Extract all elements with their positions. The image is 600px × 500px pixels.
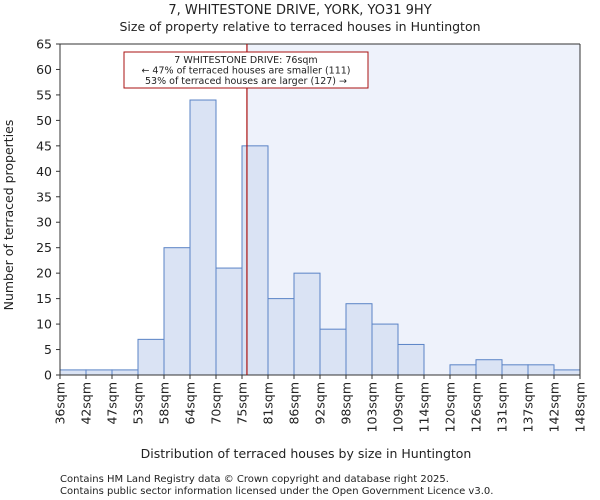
x-axis-label: Distribution of terraced houses by size …: [141, 446, 472, 461]
y-tick-label-25: 25: [36, 240, 52, 255]
bar-126sqm: [475, 359, 503, 376]
y-tick-label-30: 30: [36, 215, 52, 230]
footer-line-1: Contains HM Land Registry data © Crown c…: [60, 474, 449, 485]
y-tick-label-10: 10: [36, 317, 52, 332]
x-tick-label-36sqm: 36sqm: [53, 382, 68, 425]
y-tick-label-35: 35: [36, 189, 52, 204]
bar-92sqm: [319, 328, 347, 376]
x-tick-label-64sqm: 64sqm: [183, 382, 198, 425]
y-axis-label: Number of terraced properties: [1, 120, 16, 311]
y-tick-label-20: 20: [36, 266, 52, 281]
bar-81sqm: [267, 298, 295, 376]
bar-58sqm: [163, 247, 191, 376]
x-tick-label-98sqm: 98sqm: [339, 382, 354, 425]
bar-64sqm: [189, 99, 217, 376]
bar-53sqm: [137, 338, 165, 376]
y-tick-label-5: 5: [44, 342, 52, 357]
chart-title: 7, WHITESTONE DRIVE, YORK, YO31 9HY: [168, 3, 431, 18]
y-tick-label-40: 40: [36, 164, 52, 179]
x-tick-label-47sqm: 47sqm: [105, 382, 120, 425]
bar-98sqm: [345, 303, 373, 376]
bar-42sqm: [85, 369, 113, 376]
x-tick-label-120sqm: 120sqm: [443, 382, 458, 432]
bar-47sqm: [111, 369, 139, 376]
x-tick-label-81sqm: 81sqm: [261, 382, 276, 425]
chart-subtitle: Size of property relative to terraced ho…: [119, 19, 480, 34]
x-tick-label-86sqm: 86sqm: [287, 382, 302, 425]
footer-line-2: Contains public sector information licen…: [60, 486, 493, 497]
y-tick-label-65: 65: [36, 37, 52, 52]
x-tick-label-148sqm: 148sqm: [573, 382, 588, 432]
x-tick-label-75sqm: 75sqm: [235, 382, 250, 425]
x-tick-label-109sqm: 109sqm: [391, 382, 406, 432]
bar-109sqm: [397, 343, 425, 376]
y-tick-label-60: 60: [36, 62, 52, 77]
x-tick-label-58sqm: 58sqm: [157, 382, 172, 425]
bar-142sqm: [553, 369, 581, 376]
y-tick-label-15: 15: [36, 291, 52, 306]
x-tick-label-114sqm: 114sqm: [417, 382, 432, 432]
bar-75sqm: [241, 145, 269, 376]
bar-131sqm: [501, 364, 529, 376]
bar-36sqm: [59, 369, 87, 376]
annotation-line-3: 53% of terraced houses are larger (127) …: [145, 76, 347, 87]
bar-103sqm: [371, 323, 399, 376]
y-tick-label-50: 50: [36, 113, 52, 128]
annotation-box: [123, 51, 369, 89]
x-tick-label-42sqm: 42sqm: [79, 382, 94, 425]
x-tick-label-103sqm: 103sqm: [365, 382, 380, 432]
x-tick-label-142sqm: 142sqm: [547, 382, 562, 432]
annotation-line-2: ← 47% of terraced houses are smaller (11…: [141, 66, 350, 77]
bar-120sqm: [449, 364, 477, 376]
annotation-line-1: 7 WHITESTONE DRIVE: 76sqm: [174, 55, 317, 66]
bar-86sqm: [293, 272, 321, 376]
y-tick-label-55: 55: [36, 87, 52, 102]
y-tick-label-0: 0: [44, 368, 52, 383]
plot-area: 0 5 10 15 20 25 30 35 40 45 50 55 60 65 36sqm 42sqm 47sq…: [36, 37, 587, 433]
x-tick-label-137sqm: 137sqm: [521, 382, 536, 432]
y-tick-label-45: 45: [36, 138, 52, 153]
x-tick-label-92sqm: 92sqm: [313, 382, 328, 425]
x-tick-label-53sqm: 53sqm: [131, 382, 146, 425]
x-tick-label-126sqm: 126sqm: [469, 382, 484, 432]
x-tick-label-70sqm: 70sqm: [209, 382, 224, 425]
bar-137sqm: [527, 364, 555, 376]
bar-70sqm: [215, 267, 243, 376]
x-tick-label-131sqm: 131sqm: [495, 382, 510, 432]
